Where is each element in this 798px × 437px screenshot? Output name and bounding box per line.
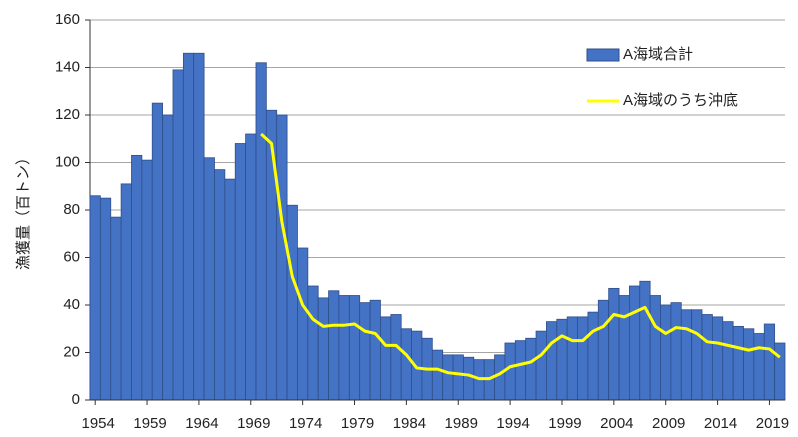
x-tick-label: 1964 bbox=[185, 415, 218, 432]
bar bbox=[680, 309, 693, 401]
x-tick-label: 1999 bbox=[548, 415, 581, 432]
bar bbox=[597, 299, 610, 401]
y-tick-label: 140 bbox=[55, 58, 80, 75]
y-tick-label: 120 bbox=[55, 106, 80, 123]
bar bbox=[276, 114, 288, 401]
bar bbox=[670, 302, 682, 401]
bar bbox=[452, 354, 464, 401]
bar bbox=[587, 311, 599, 401]
x-tick-label: 1974 bbox=[289, 415, 322, 432]
bar bbox=[431, 349, 444, 401]
bar bbox=[753, 333, 765, 401]
bar bbox=[400, 328, 412, 401]
bar bbox=[463, 356, 475, 401]
y-tick-label: 0 bbox=[72, 391, 80, 408]
bar bbox=[618, 295, 630, 401]
bar bbox=[535, 330, 547, 401]
bar bbox=[214, 169, 226, 401]
bar bbox=[390, 314, 402, 401]
bar bbox=[711, 316, 724, 401]
bar bbox=[649, 295, 661, 401]
bar bbox=[286, 204, 298, 401]
x-tick-label: 2014 bbox=[704, 415, 737, 432]
bar bbox=[763, 323, 776, 401]
bar bbox=[328, 290, 340, 401]
bar bbox=[494, 354, 506, 401]
bar bbox=[629, 285, 641, 401]
y-tick-label: 100 bbox=[55, 153, 80, 170]
bar bbox=[639, 280, 651, 401]
x-tick-label: 1994 bbox=[496, 415, 529, 432]
legend-label: A海域のうち沖底 bbox=[623, 92, 738, 109]
bar bbox=[151, 102, 164, 401]
bar bbox=[774, 342, 786, 401]
bar bbox=[577, 316, 589, 401]
bar bbox=[380, 316, 392, 401]
bar bbox=[131, 154, 143, 401]
bar bbox=[348, 295, 361, 401]
bar bbox=[608, 287, 620, 401]
bar bbox=[566, 316, 578, 401]
y-tick-label: 20 bbox=[63, 343, 80, 360]
y-tick-label: 160 bbox=[55, 11, 80, 28]
y-axis-label: 漁獲量（百トン） bbox=[15, 150, 32, 270]
bar bbox=[182, 52, 195, 401]
x-tick-label: 1979 bbox=[341, 415, 374, 432]
x-tick-label: 2009 bbox=[652, 415, 685, 432]
bar bbox=[255, 62, 267, 401]
bar bbox=[203, 157, 215, 401]
x-tick-label: 1959 bbox=[133, 415, 166, 432]
bar bbox=[224, 178, 236, 401]
x-tick-label: 2019 bbox=[756, 415, 789, 432]
bar bbox=[120, 183, 132, 401]
bar bbox=[556, 318, 568, 401]
y-tick-label: 60 bbox=[63, 248, 80, 265]
x-tick-label: 1954 bbox=[81, 415, 114, 432]
bar bbox=[359, 302, 371, 401]
bar bbox=[442, 354, 454, 401]
y-tick-label: 80 bbox=[63, 201, 80, 218]
legend-swatch bbox=[586, 48, 620, 62]
x-tick-label: 1969 bbox=[237, 415, 270, 432]
bar bbox=[546, 321, 558, 401]
bar bbox=[297, 247, 309, 401]
bar bbox=[369, 299, 381, 401]
bar bbox=[732, 325, 744, 401]
bar bbox=[99, 197, 112, 401]
bar bbox=[514, 340, 527, 401]
bar bbox=[691, 309, 703, 401]
bar bbox=[193, 52, 205, 401]
bar bbox=[162, 114, 174, 401]
x-tick-label: 1984 bbox=[393, 415, 426, 432]
bar bbox=[234, 143, 246, 401]
bar bbox=[338, 295, 350, 401]
bar bbox=[110, 216, 122, 401]
bar bbox=[504, 342, 516, 401]
bar bbox=[722, 321, 734, 401]
y-tick-label: 40 bbox=[63, 296, 80, 313]
bar bbox=[660, 304, 672, 401]
x-tick-label: 1989 bbox=[445, 415, 478, 432]
bar bbox=[307, 285, 319, 401]
bar bbox=[172, 69, 184, 401]
bar bbox=[525, 337, 537, 401]
bar bbox=[701, 314, 713, 401]
legend-label: A海域合計 bbox=[623, 46, 693, 63]
line bbox=[260, 132, 781, 381]
bar bbox=[743, 328, 755, 401]
x-tick-label: 2004 bbox=[600, 415, 633, 432]
bar bbox=[245, 133, 257, 401]
bar bbox=[89, 195, 101, 401]
bar bbox=[317, 297, 329, 401]
bar bbox=[141, 159, 153, 401]
